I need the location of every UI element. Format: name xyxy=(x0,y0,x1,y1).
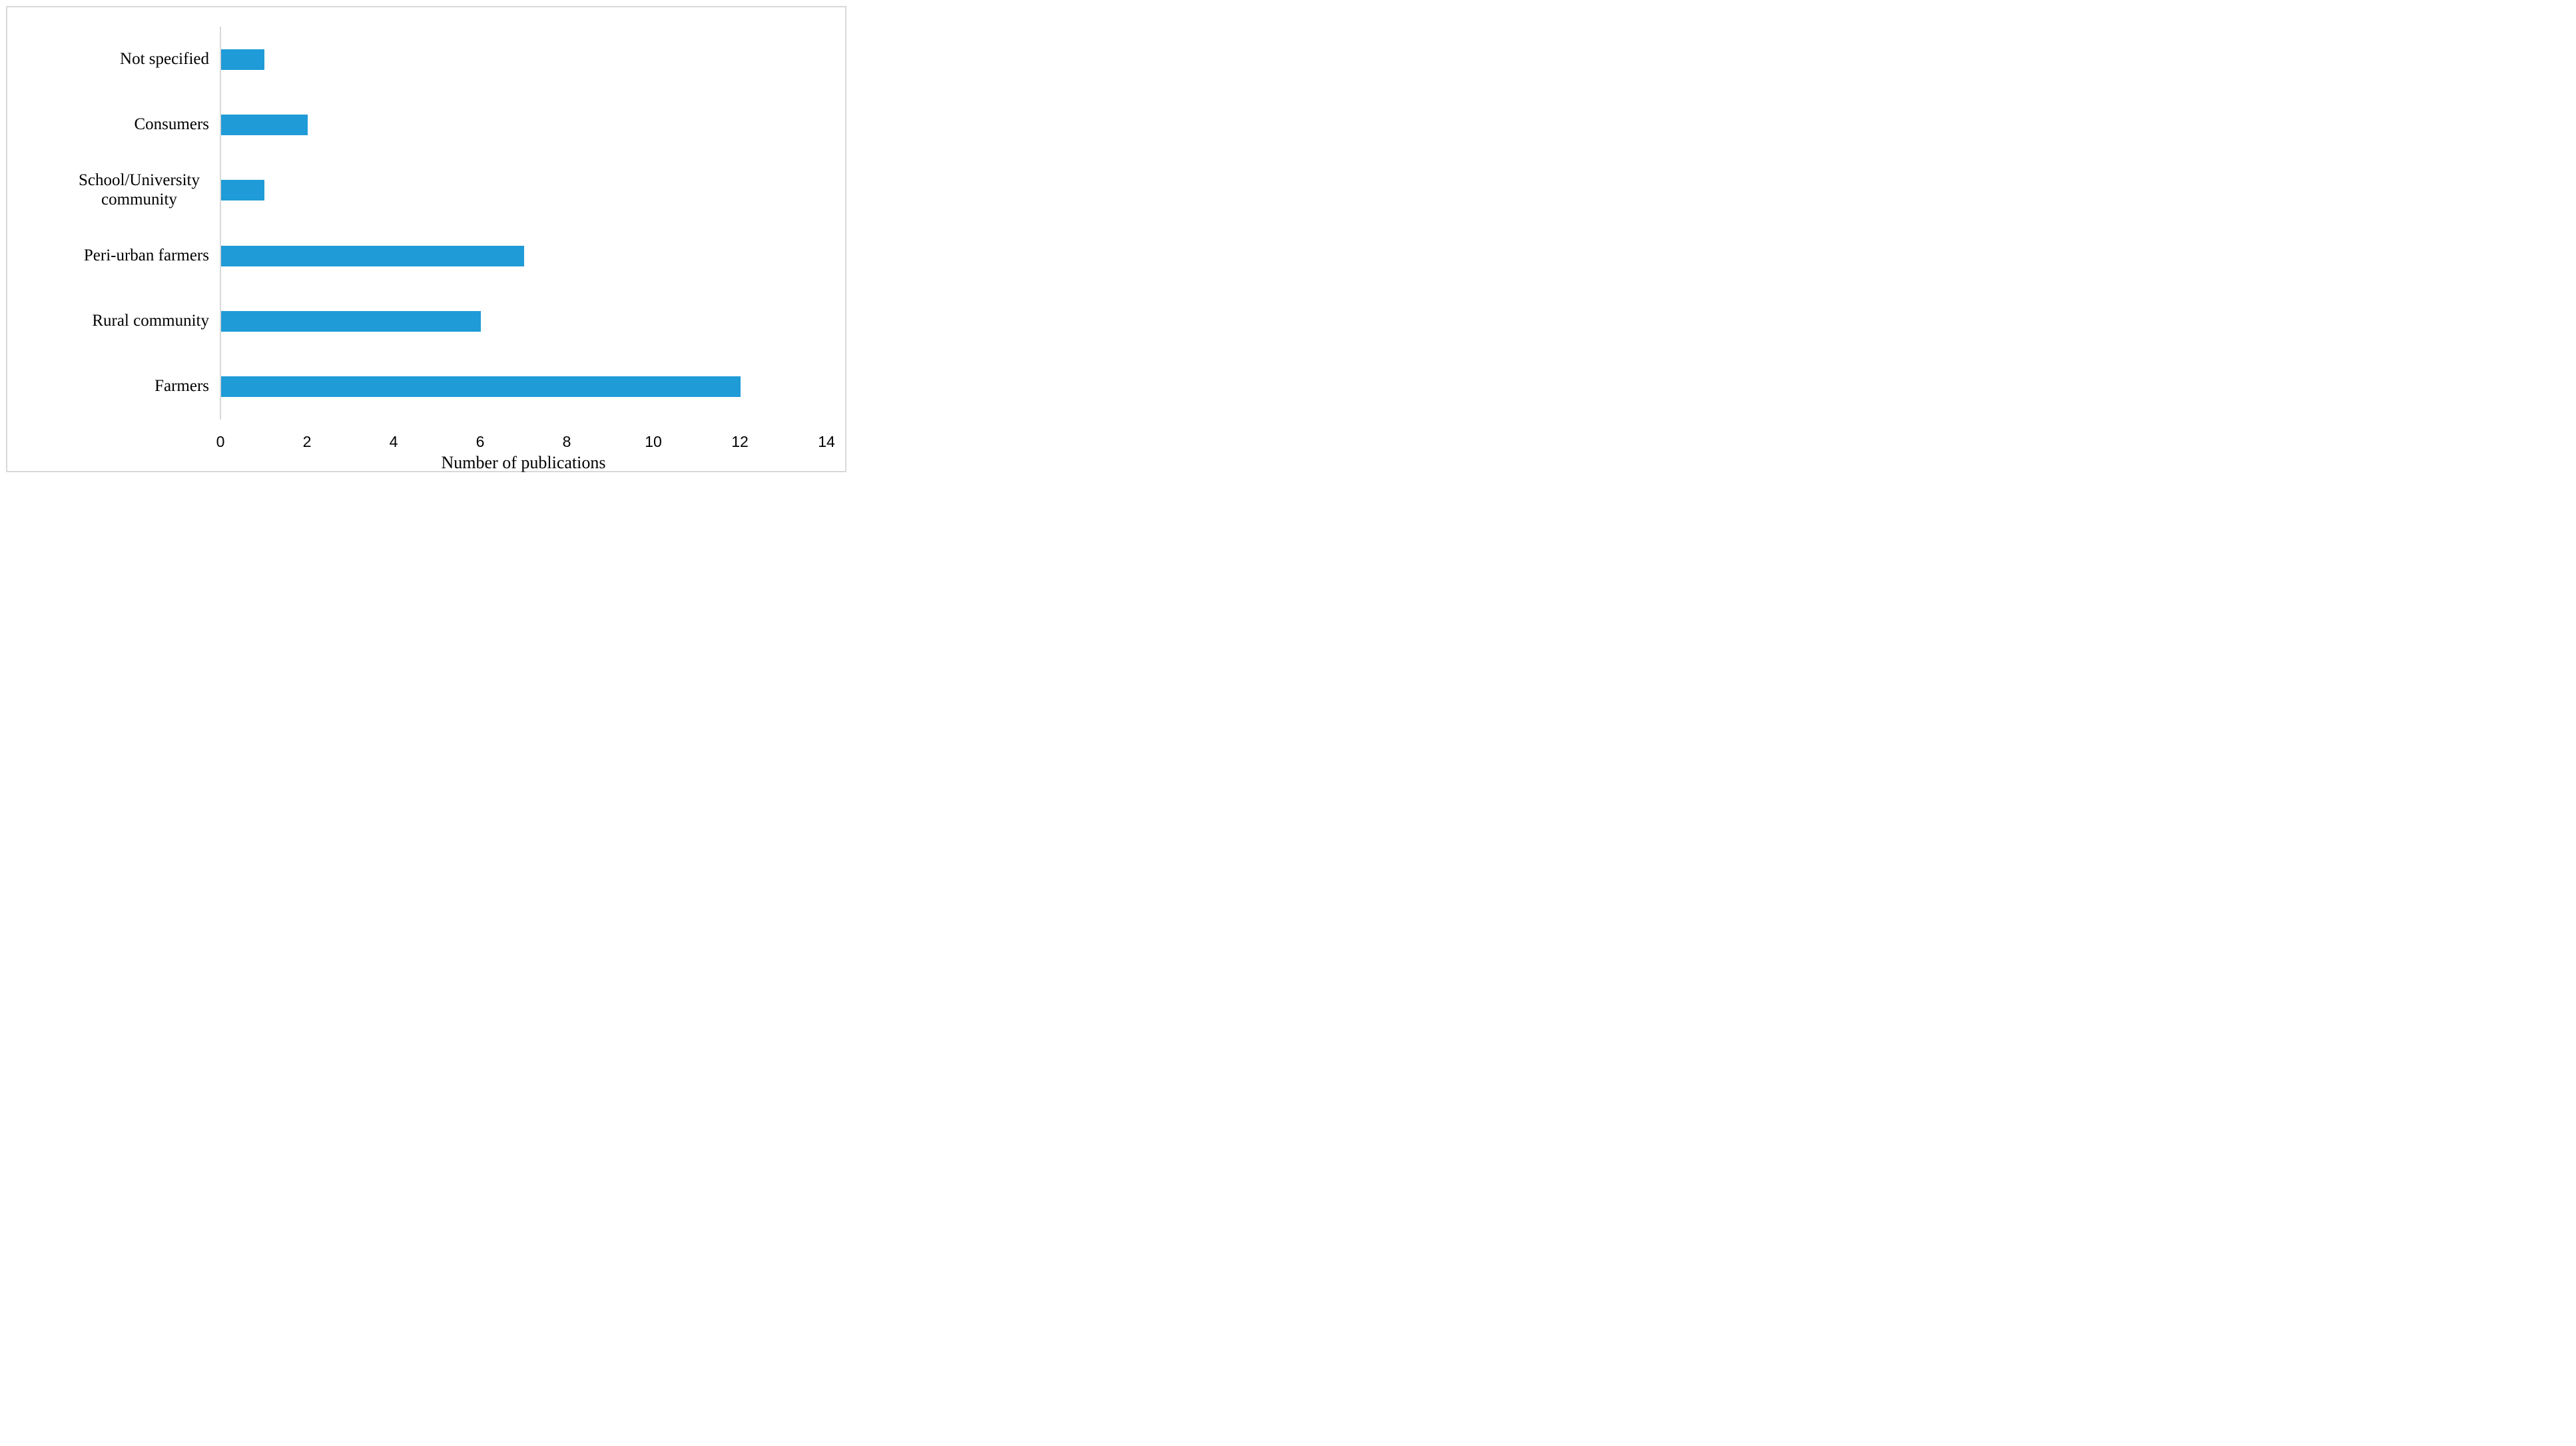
category-label: Farmers xyxy=(40,354,209,420)
category-label-text: Consumers xyxy=(134,115,210,134)
x-tick-label: 10 xyxy=(645,433,662,450)
bar xyxy=(221,245,524,266)
bar xyxy=(221,114,308,135)
x-tick-label: 14 xyxy=(818,433,835,450)
category-label: Rural community xyxy=(40,288,209,354)
category-label-text: School/University community xyxy=(79,171,200,208)
x-tick-label: 2 xyxy=(302,433,312,450)
x-tick-label: 0 xyxy=(216,433,225,450)
bar xyxy=(221,376,741,398)
category-label: School/University community xyxy=(40,158,209,223)
x-tick-label: 6 xyxy=(476,433,485,450)
x-tick-label: 4 xyxy=(389,433,398,450)
bar xyxy=(221,180,264,201)
category-label: Peri-urban farmers xyxy=(40,223,209,288)
x-tick-label: 12 xyxy=(731,433,749,450)
bar xyxy=(221,49,264,70)
category-label: Not specified xyxy=(40,27,209,92)
x-axis-title: Number of publications xyxy=(441,453,606,472)
chart-figure: Not specified Consumers School/University … xyxy=(0,0,852,478)
bar xyxy=(221,310,481,332)
y-axis-line xyxy=(220,27,221,420)
category-label-text: Peri-urban farmers xyxy=(83,246,209,264)
category-label-text: Farmers xyxy=(155,377,209,396)
category-label-text: Rural community xyxy=(92,311,209,330)
category-label-text: Not specified xyxy=(120,49,209,68)
category-label: Consumers xyxy=(40,92,210,157)
x-tick-label: 8 xyxy=(562,433,571,450)
